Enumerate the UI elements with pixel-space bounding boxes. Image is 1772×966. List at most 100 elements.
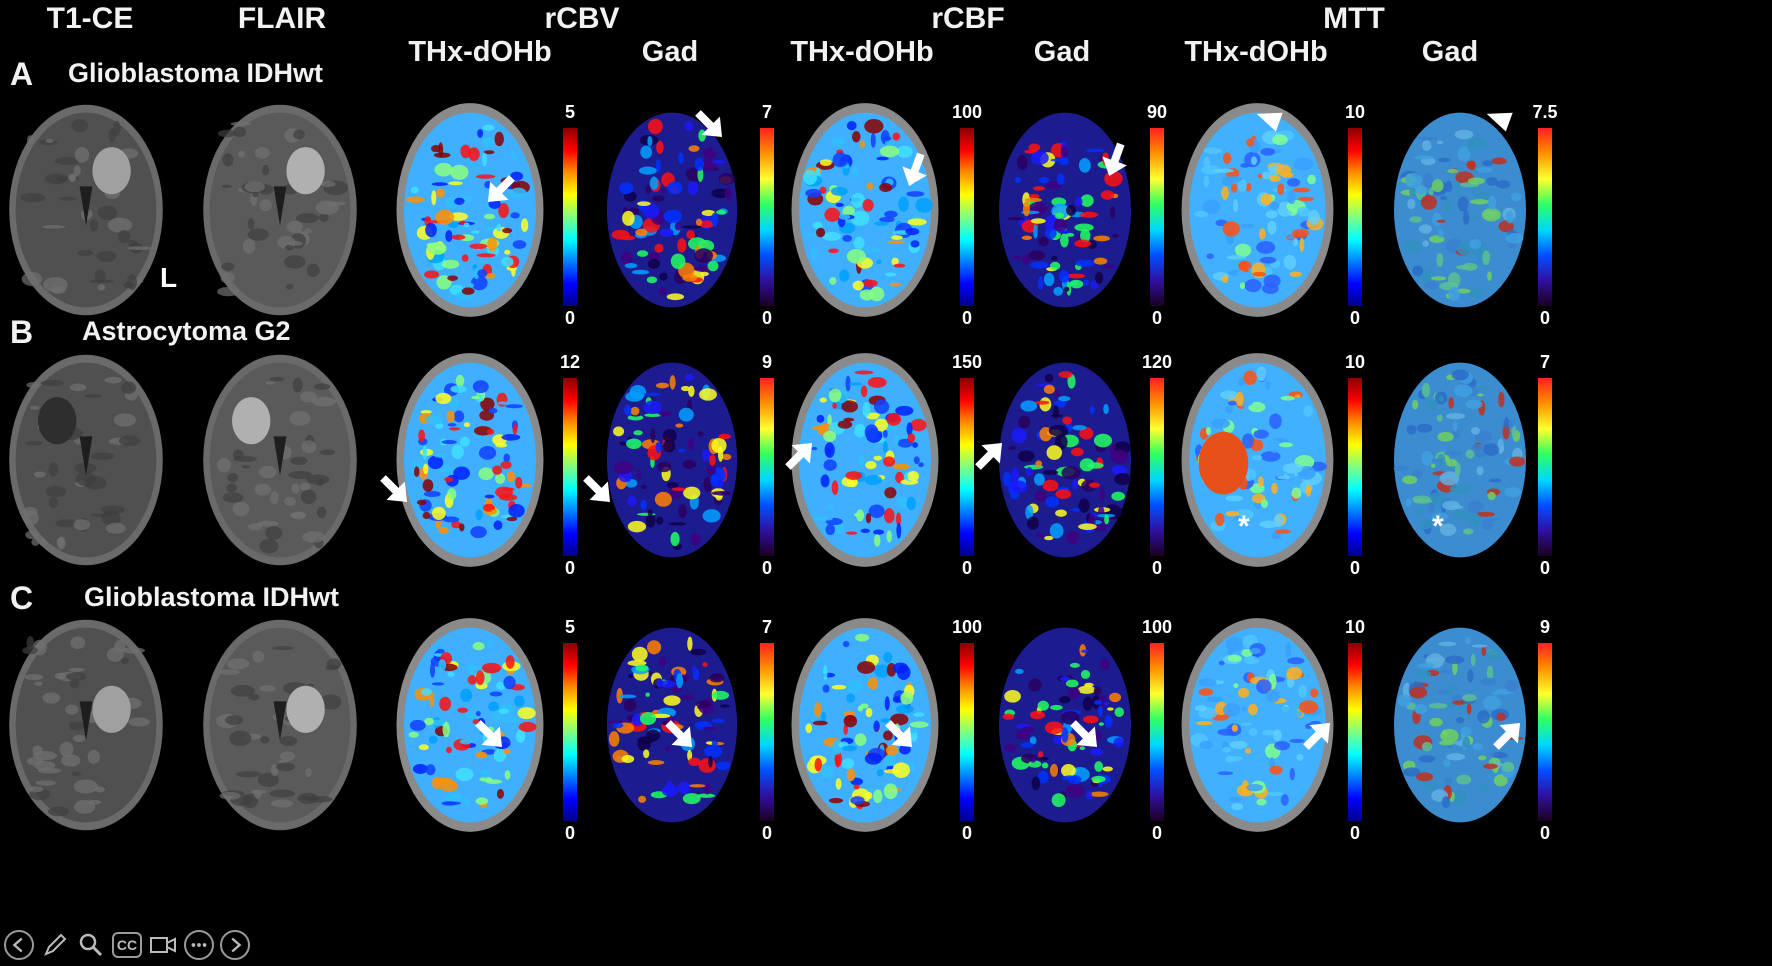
row-c-title: Glioblastoma IDHwt [84,582,340,612]
brain-image-row-b-flair [200,350,360,570]
colorbar-row-b-mtt-thx [1348,378,1362,556]
arrow-annotation-icon [1070,720,1098,748]
colorbar-max-row-b-rcbf-gad: 120 [1141,352,1173,372]
brain-image-row-a-rcbv-thx [395,100,545,320]
arrow-annotation-icon [475,720,503,748]
arrow-annotation-icon [1493,722,1521,750]
row-b-title: Astrocytoma G2 [82,316,291,346]
subheader-mtt-thx: THx-dOHb [1184,36,1328,68]
colorbar-row-b-rcbv-gad [760,378,774,556]
colorbar-row-c-mtt-thx [1348,643,1362,821]
colorbar-min-row-a-rcbv-thx: 0 [564,308,576,328]
brain-image-row-a-mtt-gad [1385,100,1535,320]
colorbar-row-a-rcbf-gad [1150,128,1164,306]
colorbar-max-row-c-rcbv-gad: 7 [761,617,773,637]
colorbar-max-row-a-rcbf-thx: 100 [951,102,983,122]
colorbar-max-row-c-rcbv-thx: 5 [564,617,576,637]
colorbar-min-row-a-rcbf-gad: 0 [1151,308,1163,328]
colorbar-row-c-rcbf-gad [1150,643,1164,821]
colorbar-min-row-a-rcbv-gad: 0 [761,308,773,328]
colorbar-row-a-rcbv-thx [563,128,577,306]
brain-image-row-c-rcbf-gad [990,615,1140,835]
colorbar-max-row-a-rcbf-gad: 90 [1146,102,1168,122]
zoom-icon[interactable] [76,930,106,960]
asterisk-annotation: * [1238,510,1250,543]
row-b-letter: B [10,314,34,350]
captions-label: CC [116,937,138,953]
colorbar-min-row-c-rcbv-thx: 0 [564,823,576,843]
video-icon[interactable] [148,930,178,960]
brain-image-row-a-mtt-thx [1180,100,1335,320]
colorbar-max-row-a-mtt-thx: 10 [1344,102,1366,122]
header-rcbf: rCBF [931,2,1005,35]
colorbar-max-row-c-mtt-gad: 9 [1539,617,1551,637]
colorbar-max-row-b-rcbv-thx: 12 [559,352,581,372]
colorbar-row-a-mtt-gad [1538,128,1552,306]
brain-image-row-b-rcbf-gad [990,350,1140,570]
forward-arrow-icon[interactable] [220,930,250,960]
side-marker-l: L [160,262,178,293]
arrow-annotation-icon [583,475,611,503]
colorbar-min-row-a-rcbf-thx: 0 [961,308,973,328]
pen-icon[interactable] [40,930,70,960]
header-rcbv: rCBV [544,2,620,35]
colorbar-max-row-c-rcbf-thx: 100 [951,617,983,637]
colorbar-row-c-rcbf-thx [960,643,974,821]
row-a-title: Glioblastoma IDHwt [68,58,324,88]
arrow-annotation-icon [975,442,1003,470]
brain-image-row-c-flair [200,615,360,835]
arrow-annotation-icon [665,720,693,748]
colorbar-min-row-b-rcbv-gad: 0 [761,558,773,578]
colorbar-row-b-mtt-gad [1538,378,1552,556]
arrow-annotation-icon [1102,142,1127,176]
brain-image-row-b-rcbv-gad [598,350,746,570]
colorbar-min-row-c-mtt-thx: 0 [1349,823,1361,843]
colorbar-row-c-rcbv-thx [563,643,577,821]
colorbar-min-row-c-mtt-gad: 0 [1539,823,1551,843]
colorbar-min-row-c-rcbv-gad: 0 [761,823,773,843]
colorbar-max-row-b-rcbf-thx: 150 [951,352,983,372]
colorbar-max-row-b-mtt-gad: 7 [1539,352,1551,372]
captions-icon[interactable]: CC [112,932,142,958]
brain-image-row-b-rcbf-thx [790,350,940,570]
colorbar-max-row-b-mtt-thx: 10 [1344,352,1366,372]
brain-image-row-a-rcbv-gad [598,100,746,320]
colorbar-max-row-a-mtt-gad: 7.5 [1532,102,1558,122]
colorbar-min-row-b-rcbf-gad: 0 [1151,558,1163,578]
arrow-annotation-icon [1303,722,1331,750]
row-a-letter: A [10,56,34,92]
back-arrow-icon[interactable] [4,930,34,960]
subheader-rcbv-thx: THx-dOHb [408,36,552,68]
arrow-annotation-icon [902,152,927,186]
colorbar-min-row-a-mtt-gad: 0 [1539,308,1551,328]
arrowhead-annotation-icon [1256,112,1283,132]
colorbar-max-row-a-rcbv-gad: 7 [761,102,773,122]
colorbar-row-b-rcbf-thx [960,378,974,556]
brain-image-row-a-t1 [6,100,166,320]
header-flair: FLAIR [237,2,327,35]
brain-image-row-c-mtt-gad [1385,615,1535,835]
colorbar-min-row-b-rcbv-thx: 0 [564,558,576,578]
brain-image-row-b-rcbv-thx [395,350,545,570]
brain-image-row-c-t1 [6,615,166,835]
slide-toolbar: CC [4,928,250,962]
more-icon[interactable] [184,930,214,960]
asterisk-annotation: * [1432,510,1444,543]
colorbar-row-c-rcbv-gad [760,643,774,821]
header-t1ce: T1-CE [46,2,134,35]
row-c-letter: C [10,580,34,616]
arrow-annotation-icon [487,175,515,203]
colorbar-min-row-c-rcbf-gad: 0 [1151,823,1163,843]
brain-image-row-b-mtt-gad [1385,350,1535,570]
arrowhead-annotation-icon [1486,112,1513,132]
brain-image-row-a-flair [200,100,360,320]
subheader-rcbv-gad: Gad [641,36,699,68]
colorbar-row-b-rcbf-gad [1150,378,1164,556]
colorbar-min-row-b-mtt-gad: 0 [1539,558,1551,578]
colorbar-row-a-rcbv-gad [760,128,774,306]
colorbar-max-row-c-rcbf-gad: 100 [1141,617,1173,637]
subheader-rcbf-gad: Gad [1033,36,1091,68]
brain-image-row-a-rcbf-gad [990,100,1140,320]
brain-image-row-b-t1 [6,350,166,570]
